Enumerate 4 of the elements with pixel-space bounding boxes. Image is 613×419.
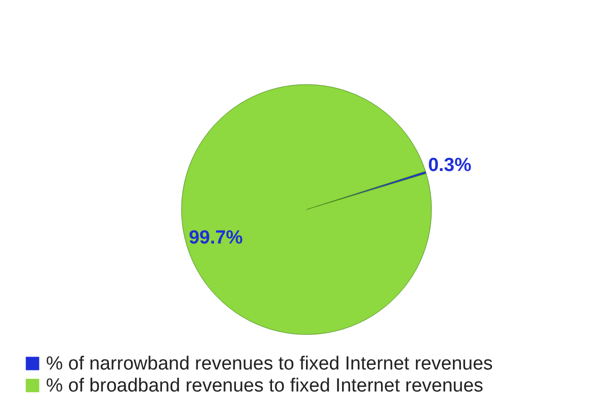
legend-label: % of broadband revenues to fixed Internet revenues [46,376,484,396]
data-label: 99.7% [188,228,243,249]
legend-label: % of narrowband revenues to fixed Internet revenues [46,354,493,374]
data-label: 0.3% [428,154,472,176]
